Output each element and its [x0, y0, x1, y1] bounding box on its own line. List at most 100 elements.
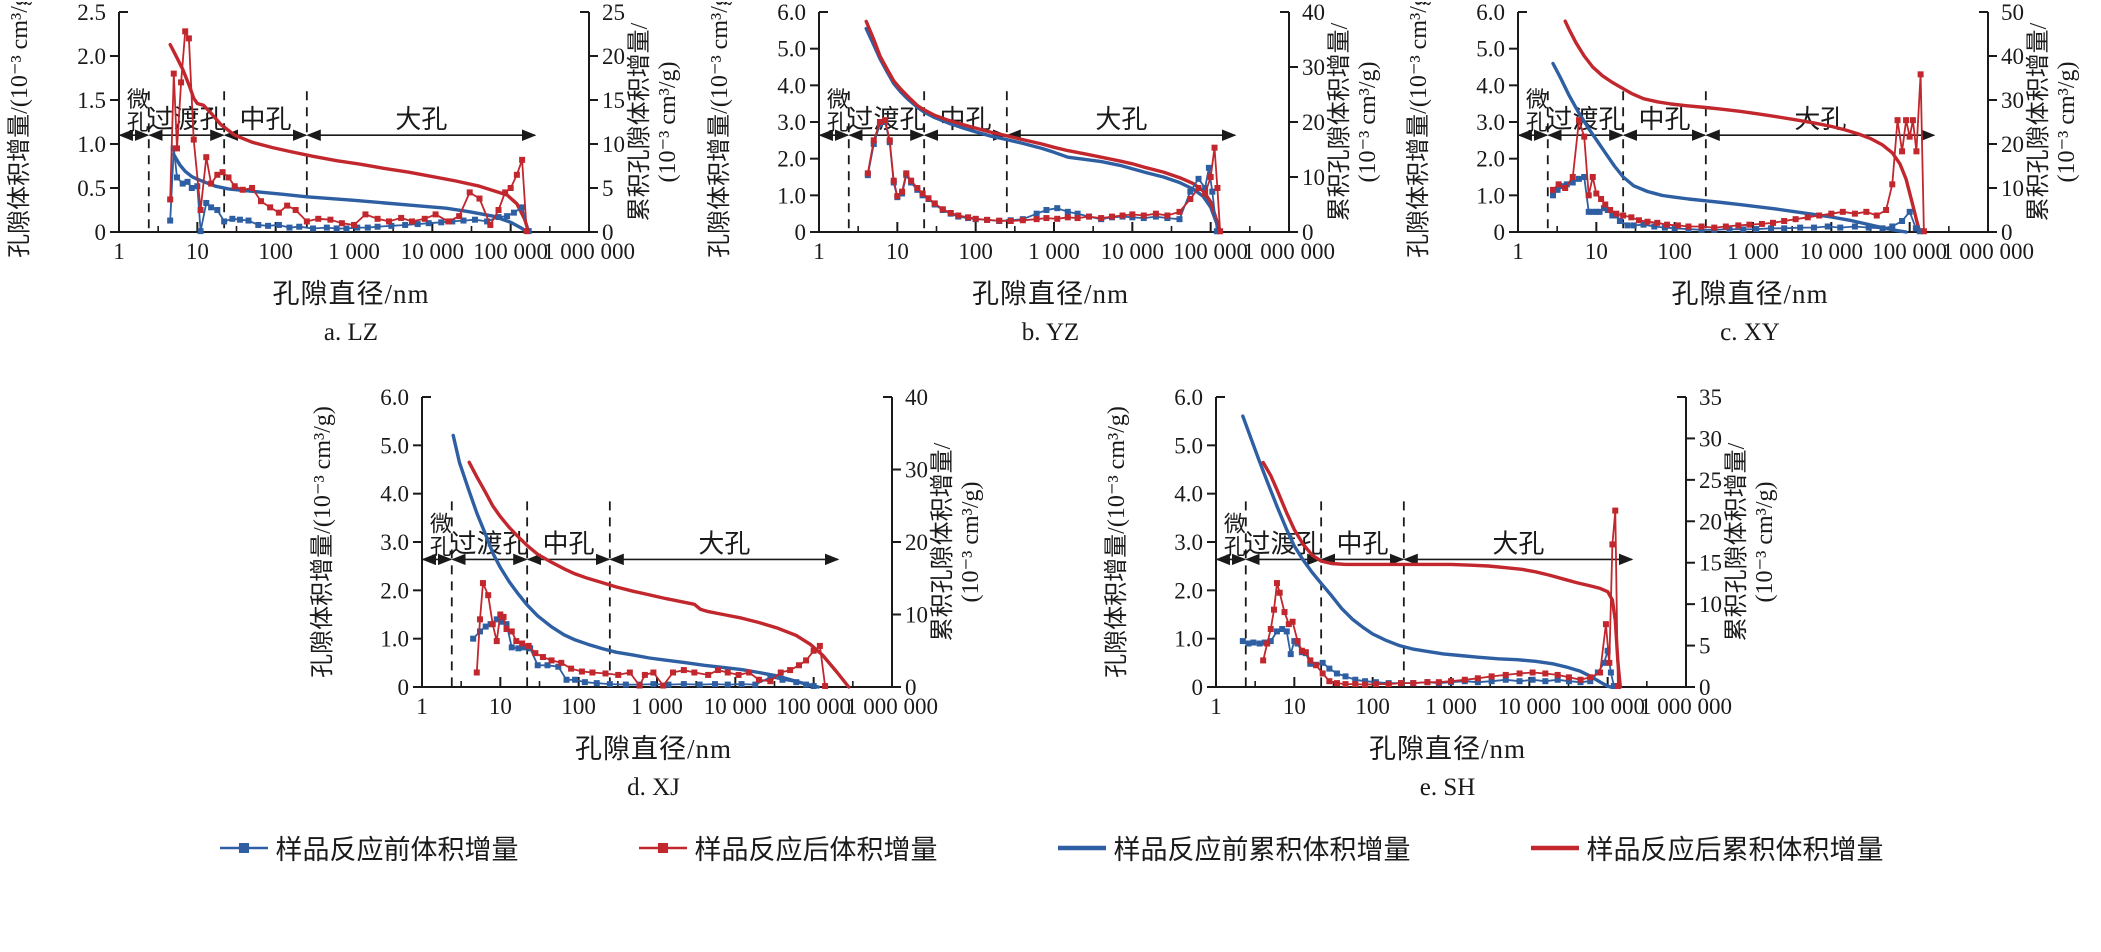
svg-text:15: 15 [1699, 551, 1722, 576]
svg-text:50: 50 [2001, 2, 2024, 25]
svg-text:(10⁻³ cm³/g): (10⁻³ cm³/g) [958, 481, 984, 602]
svg-text:累积孔隙体积增量/: 累积孔隙体积增量/ [626, 22, 653, 221]
svg-text:100: 100 [258, 239, 293, 264]
legend-label: 样品反应前体积增量 [275, 835, 519, 865]
svg-text:10: 10 [1585, 239, 1608, 264]
svg-text:1.5: 1.5 [77, 88, 106, 113]
chart-caption: a. LZ [323, 319, 379, 346]
svg-text:孔隙体积增量/(10⁻³ cm³/g): 孔隙体积增量/(10⁻³ cm³/g) [1405, 2, 1432, 258]
svg-text:中孔: 中孔 [1638, 105, 1690, 134]
svg-text:6.0: 6.0 [777, 2, 806, 25]
svg-text:20: 20 [602, 44, 625, 69]
svg-text:1 000 000: 1 000 000 [1243, 239, 1335, 264]
chart-c-xy: 0 1.0 2.0 3.0 4.0 5.0 6.0 0 10 20 30 40 50 1 10 100 1 00… [1401, 2, 2099, 347]
chart-caption: c. XY [1720, 319, 1780, 346]
svg-text:1: 1 [1210, 694, 1222, 719]
svg-text:1 000 000: 1 000 000 [1640, 694, 1732, 719]
svg-text:0: 0 [1302, 220, 1314, 245]
svg-text:(10⁻³ cm³/g): (10⁻³ cm³/g) [1355, 61, 1381, 182]
svg-text:6.0: 6.0 [1476, 2, 1505, 25]
svg-text:4.0: 4.0 [1476, 73, 1505, 98]
legend-label: 样品反应前累积体积增量 [1113, 835, 1411, 865]
svg-text:中孔: 中孔 [1336, 529, 1388, 558]
legend-item-inc-after: 样品反应后体积增量 [637, 828, 938, 867]
svg-text:30: 30 [1302, 55, 1325, 80]
svg-text:5.0: 5.0 [380, 433, 409, 458]
chart-caption: e. SH [1419, 774, 1476, 801]
svg-text:5: 5 [602, 176, 614, 201]
svg-text:0: 0 [905, 675, 917, 700]
legend: 样品反应前体积增量 样品反应后体积增量 样品反应前累积体积增量 样品反应后累积体… [0, 828, 2101, 867]
svg-text:0.5: 0.5 [77, 176, 106, 201]
svg-text:1 000: 1 000 [1727, 239, 1779, 264]
svg-text:1.0: 1.0 [380, 627, 409, 652]
svg-text:1.0: 1.0 [777, 183, 806, 208]
svg-text:2.0: 2.0 [380, 578, 409, 603]
svg-text:20: 20 [1699, 509, 1722, 534]
legend-label: 样品反应后体积增量 [694, 835, 938, 865]
svg-text:40: 40 [905, 387, 928, 410]
legend-item-cum-after: 样品反应后累积体积增量 [1529, 828, 1884, 867]
chart-d-xj: 0 1.0 2.0 3.0 4.0 5.0 6.0 0 10 20 30 40 1 10 100 1 000 1… [305, 387, 1003, 802]
svg-text:30: 30 [1699, 426, 1722, 451]
svg-text:1 000 000: 1 000 000 [1942, 239, 2034, 264]
svg-text:1: 1 [813, 239, 825, 264]
svg-text:2.0: 2.0 [1174, 578, 1203, 603]
chart-e-sh: 0 1.0 2.0 3.0 4.0 5.0 6.0 0 5 10 15 20 25 30 35 1 10 100 1… [1099, 387, 1797, 802]
svg-text:孔: 孔 [1223, 534, 1245, 559]
svg-text:100: 100 [1657, 239, 1692, 264]
svg-text:25: 25 [602, 2, 625, 25]
svg-text:中孔: 中孔 [239, 105, 291, 134]
chart-a-plot: 0 0.5 1.0 1.5 2.0 2.5 0 5 10 15 20 25 1 10 100 1 000 10 … [6, 2, 681, 264]
svg-text:0: 0 [794, 220, 806, 245]
svg-text:孔: 孔 [429, 534, 451, 559]
svg-text:1: 1 [1512, 239, 1524, 264]
x-axis-label: 孔隙直径/nm [272, 279, 430, 309]
legend-swatch-square-line-red [638, 842, 687, 853]
svg-text:3.0: 3.0 [380, 530, 409, 555]
svg-text:100: 100 [958, 239, 993, 264]
chart-d-plot: 0 1.0 2.0 3.0 4.0 5.0 6.0 0 10 20 30 40 1 10 100 1 000 1… [309, 387, 984, 719]
svg-text:累积孔隙体积增量/: 累积孔隙体积增量/ [2025, 22, 2052, 221]
svg-text:1: 1 [113, 239, 125, 264]
svg-text:10 000: 10 000 [1800, 239, 1863, 264]
svg-text:4.0: 4.0 [380, 482, 409, 507]
svg-text:大孔: 大孔 [1095, 105, 1147, 134]
bottom-chart-row: 0 1.0 2.0 3.0 4.0 5.0 6.0 0 10 20 30 40 1 10 100 1 000 1… [0, 387, 2101, 802]
svg-text:(10⁻³ cm³/g): (10⁻³ cm³/g) [2054, 61, 2080, 182]
chart-b-plot: 0 1.0 2.0 3.0 4.0 5.0 6.0 0 10 20 30 40 1 10 100 1 000 1… [706, 2, 1381, 264]
svg-text:0: 0 [2001, 220, 2013, 245]
chart-e-plot: 0 1.0 2.0 3.0 4.0 5.0 6.0 0 5 10 15 20 25 30 35 1 10 100 1… [1103, 387, 1778, 719]
svg-text:100 000: 100 000 [473, 239, 548, 264]
svg-text:5.0: 5.0 [777, 37, 806, 62]
svg-text:5: 5 [1699, 634, 1711, 659]
svg-text:20: 20 [1302, 110, 1325, 135]
svg-text:1 000: 1 000 [1425, 694, 1477, 719]
svg-text:微: 微 [429, 511, 451, 536]
svg-text:100 000: 100 000 [776, 694, 851, 719]
svg-text:孔隙体积增量/(10⁻³ cm³/g): 孔隙体积增量/(10⁻³ cm³/g) [309, 406, 336, 678]
svg-text:35: 35 [1699, 387, 1722, 410]
svg-text:累积孔隙体积增量/: 累积孔隙体积增量/ [929, 442, 956, 641]
svg-text:2.0: 2.0 [77, 44, 106, 69]
svg-text:1 000: 1 000 [1028, 239, 1080, 264]
svg-text:1 000 000: 1 000 000 [543, 239, 635, 264]
svg-text:1 000: 1 000 [631, 694, 683, 719]
svg-text:10: 10 [488, 694, 511, 719]
svg-text:10: 10 [186, 239, 209, 264]
x-axis-label: 孔隙直径/nm [574, 734, 732, 764]
svg-text:10: 10 [1282, 694, 1305, 719]
legend-swatch-line-red [1530, 845, 1579, 850]
svg-text:累积孔隙体积增量/: 累积孔隙体积增量/ [1723, 442, 1750, 641]
svg-text:累积孔隙体积增量/: 累积孔隙体积增量/ [1326, 22, 1353, 221]
svg-text:100: 100 [561, 694, 596, 719]
svg-text:0: 0 [1191, 675, 1203, 700]
svg-text:6.0: 6.0 [380, 387, 409, 410]
svg-text:微: 微 [1223, 511, 1245, 536]
svg-text:10: 10 [1302, 165, 1325, 190]
x-axis-label: 孔隙直径/nm [1671, 279, 1829, 309]
svg-text:4.0: 4.0 [777, 73, 806, 98]
svg-text:中孔: 中孔 [542, 529, 594, 558]
chart-a-lz: 0 0.5 1.0 1.5 2.0 2.5 0 5 10 15 20 25 1 10 100 1 000 10 … [2, 2, 700, 347]
svg-text:1.0: 1.0 [77, 132, 106, 157]
